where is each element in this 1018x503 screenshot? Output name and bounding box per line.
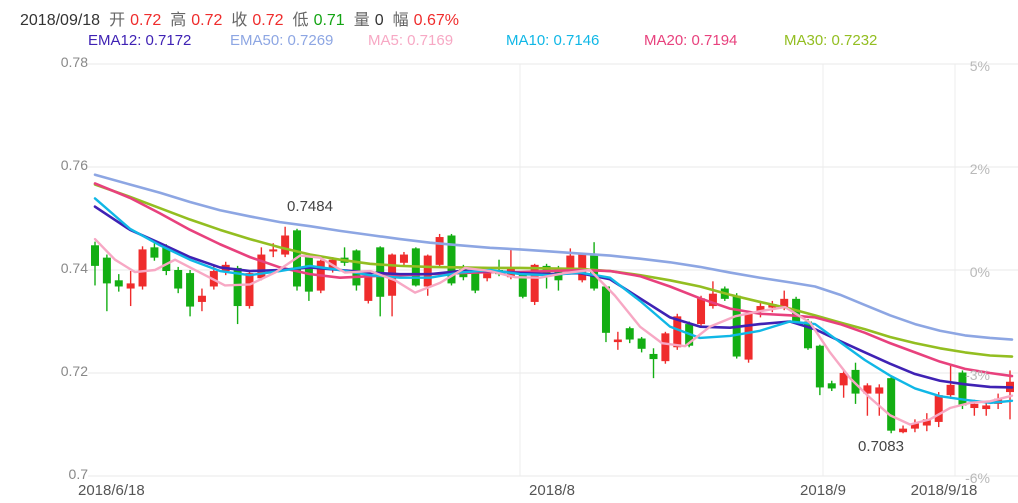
range-pair: 幅 0.67% xyxy=(393,6,459,30)
y-axis-pct--3: -3% xyxy=(965,367,990,383)
x-axis-date-start: 2018/6/18 xyxy=(78,482,145,499)
close-value: 0.72 xyxy=(252,12,284,29)
open-pair: 开 0.72 xyxy=(109,6,161,30)
ma-legend: EMA12: 0.7172 EMA50: 0.7269 MA5: 0.7169 … xyxy=(0,32,1018,52)
y-axis-pct-2: 2% xyxy=(969,161,990,177)
open-value: 0.72 xyxy=(130,12,162,29)
volume-label: 量 xyxy=(353,12,370,29)
low-pair: 低 0.71 xyxy=(293,6,345,30)
close-label: 收 xyxy=(231,12,248,29)
ohlc-header: 2018/09/18 开 0.72 高 0.72 收 0.72 低 0.71 量… xyxy=(20,6,459,30)
legend-ma30[interactable]: MA30: 0.7232 xyxy=(784,32,878,49)
high-annotation: 0.7484 xyxy=(287,198,333,215)
legend-ma20[interactable]: MA20: 0.7194 xyxy=(644,32,738,49)
range-label: 幅 xyxy=(392,12,409,29)
volume-value: 0 xyxy=(374,12,384,29)
volume-pair: 量 0 xyxy=(354,6,384,30)
close-pair: 收 0.72 xyxy=(231,6,283,30)
y-axis-price-0.74: 0.74 xyxy=(60,260,88,276)
y-axis-price-0.78: 0.78 xyxy=(60,54,88,70)
high-pair: 高 0.72 xyxy=(170,6,222,30)
low-value: 0.71 xyxy=(313,12,345,29)
high-value: 0.72 xyxy=(191,12,223,29)
y-axis-pct-0: 0% xyxy=(969,264,990,280)
y-axis-price-0.70: 0.7 xyxy=(68,466,88,482)
x-axis-date-sep: 2018/9 xyxy=(800,482,846,499)
legend-ema50[interactable]: EMA50: 0.7269 xyxy=(230,32,334,49)
low-annotation: 0.7083 xyxy=(858,438,904,455)
legend-ma10[interactable]: MA10: 0.7146 xyxy=(506,32,600,49)
low-label: 低 xyxy=(292,12,309,29)
x-axis-date-end: 2018/9/18 xyxy=(910,482,978,499)
y-axis-pct--6: -6% xyxy=(965,470,990,486)
legend-ema12[interactable]: EMA12: 0.7172 xyxy=(88,32,192,49)
range-value: 0.67% xyxy=(413,12,460,29)
x-axis-date-aug: 2018/8 xyxy=(529,482,575,499)
y-axis-price-0.76: 0.76 xyxy=(60,157,88,173)
y-axis-price-0.72: 0.72 xyxy=(60,363,88,379)
y-axis-pct-5: 5% xyxy=(969,58,990,74)
legend-ma5[interactable]: MA5: 0.7169 xyxy=(368,32,454,49)
high-label: 高 xyxy=(170,12,187,29)
open-label: 开 xyxy=(109,12,126,29)
header-date: 2018/09/18 xyxy=(20,12,101,29)
